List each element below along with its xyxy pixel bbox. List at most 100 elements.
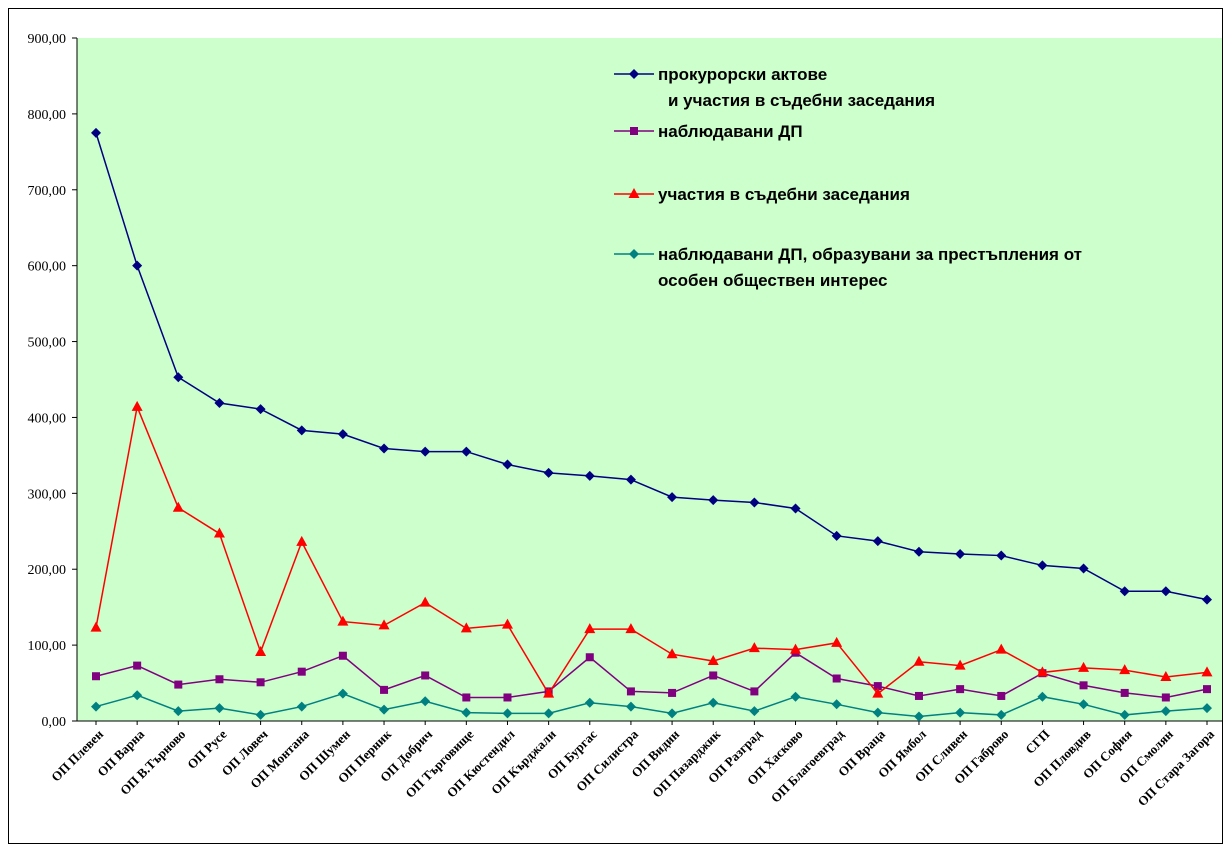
- series-3-point: [131, 400, 143, 411]
- series-1-point: [955, 549, 966, 560]
- series-2-point: [215, 675, 224, 684]
- series-4-line: [95, 692, 1208, 718]
- series-1-point: [296, 425, 307, 436]
- series-3-point: [872, 687, 884, 698]
- series-3-point: [1036, 666, 1048, 677]
- series-3-point: [995, 643, 1007, 654]
- series-4-point: [379, 704, 390, 715]
- series-1-point: [255, 404, 266, 415]
- series-3-point: [954, 659, 966, 670]
- y-tick-label: 700,00: [28, 184, 67, 199]
- series-2-point: [750, 687, 759, 696]
- legend-label: участия в съдебни заседания: [658, 185, 910, 204]
- series-3-point: [1119, 664, 1131, 675]
- series-2-point: [626, 687, 635, 696]
- series-2-point: [956, 685, 965, 694]
- legend-label: наблюдавани ДП: [658, 122, 803, 141]
- series-3-point: [90, 621, 102, 632]
- series-1-point: [543, 467, 554, 478]
- series-1-point: [379, 443, 390, 454]
- y-tick-label: 200,00: [28, 563, 67, 578]
- series-3-point: [543, 687, 555, 698]
- y-tick-label: 500,00: [28, 336, 67, 351]
- series-4-point: [1202, 703, 1212, 714]
- series-3-point: [172, 501, 184, 512]
- series-3-point: [337, 615, 349, 626]
- series-1-point: [708, 495, 719, 506]
- series-4: [91, 688, 1212, 722]
- series-2-point: [174, 680, 183, 689]
- y-tick-label: 600,00: [28, 260, 67, 275]
- series-1-point: [420, 446, 431, 457]
- series-1-point: [584, 470, 595, 481]
- series-1-point: [996, 550, 1007, 561]
- series-2-point: [997, 691, 1006, 700]
- legend: прокурорски актове и участия в съдебни за…: [614, 65, 1082, 290]
- series-1-point: [214, 398, 225, 409]
- series-2-point: [1161, 693, 1170, 702]
- series-1-point: [667, 492, 678, 503]
- series-1-line: [95, 132, 1208, 601]
- series-4-point: [790, 691, 801, 702]
- series-3-point: [1160, 670, 1172, 681]
- series-4-point: [461, 707, 472, 718]
- series-4-point: [1037, 691, 1048, 702]
- x-category-label: ОП Плевен: [48, 726, 106, 784]
- chart-frame: [8, 8, 1223, 844]
- series-4-point: [996, 709, 1007, 720]
- series-1-point: [831, 530, 842, 541]
- legend-item-3: участия в съдебни заседания: [614, 185, 910, 204]
- series-4-point: [584, 697, 595, 708]
- series-2-point: [709, 671, 718, 680]
- x-category-label: ОП Стара Загора: [1134, 726, 1217, 809]
- legend-label: прокурорски актове: [658, 65, 827, 84]
- series-2-point: [585, 653, 594, 662]
- series-1-point: [913, 546, 924, 557]
- series-2-point: [133, 661, 142, 670]
- x-category-label: СГП: [1022, 727, 1052, 757]
- y-tick-labels: 0,00 100,00 200,00 300,00 400,00 500,00 600,00…: [28, 32, 67, 730]
- series-3-point: [666, 648, 678, 659]
- series-4-point: [1160, 706, 1171, 717]
- series-3-point: [1078, 661, 1090, 672]
- series-1-point: [1202, 594, 1212, 605]
- series-3-point: [748, 642, 760, 653]
- series-4-point: [132, 690, 143, 701]
- series-4-point: [1119, 709, 1130, 720]
- series-2-point: [462, 693, 471, 702]
- series-2-point: [668, 688, 677, 697]
- series-4-point: [831, 699, 842, 710]
- legend-label-line2: и участия в съдебни заседания: [668, 91, 935, 110]
- series-1-point: [1119, 586, 1130, 597]
- series-2-point: [503, 693, 512, 702]
- legend-swatch-marker: [628, 188, 640, 198]
- series-1-point: [625, 474, 636, 485]
- series-2-line: [95, 651, 1208, 699]
- series-4-point: [173, 706, 184, 717]
- series-1-point: [461, 446, 472, 457]
- series-3-point: [213, 527, 225, 538]
- x-category-label: ОП Благоевград: [768, 726, 847, 805]
- series-4-point: [255, 709, 266, 720]
- y-tick-label: 800,00: [28, 108, 67, 123]
- series-4-point: [337, 688, 348, 699]
- plot-area: [77, 38, 1222, 721]
- series-3-point: [913, 655, 925, 666]
- series-1-point: [91, 127, 101, 138]
- series-1-point: [749, 497, 760, 508]
- legend-label: наблюдавани ДП, образувани за престъплен…: [658, 245, 1082, 264]
- series-1-point: [872, 536, 883, 547]
- series-1-point: [1160, 586, 1171, 597]
- series-3-point: [460, 622, 472, 633]
- series-3-point: [790, 643, 802, 654]
- series-4-point: [913, 711, 924, 722]
- legend-item-2: наблюдавани ДП: [614, 122, 803, 141]
- series-4-point: [1078, 699, 1089, 710]
- series-4-point: [296, 701, 307, 712]
- series-2-point: [421, 671, 430, 680]
- series-3-point: [378, 619, 390, 630]
- series-4-point: [667, 708, 678, 719]
- y-tick-label: 400,00: [28, 411, 67, 426]
